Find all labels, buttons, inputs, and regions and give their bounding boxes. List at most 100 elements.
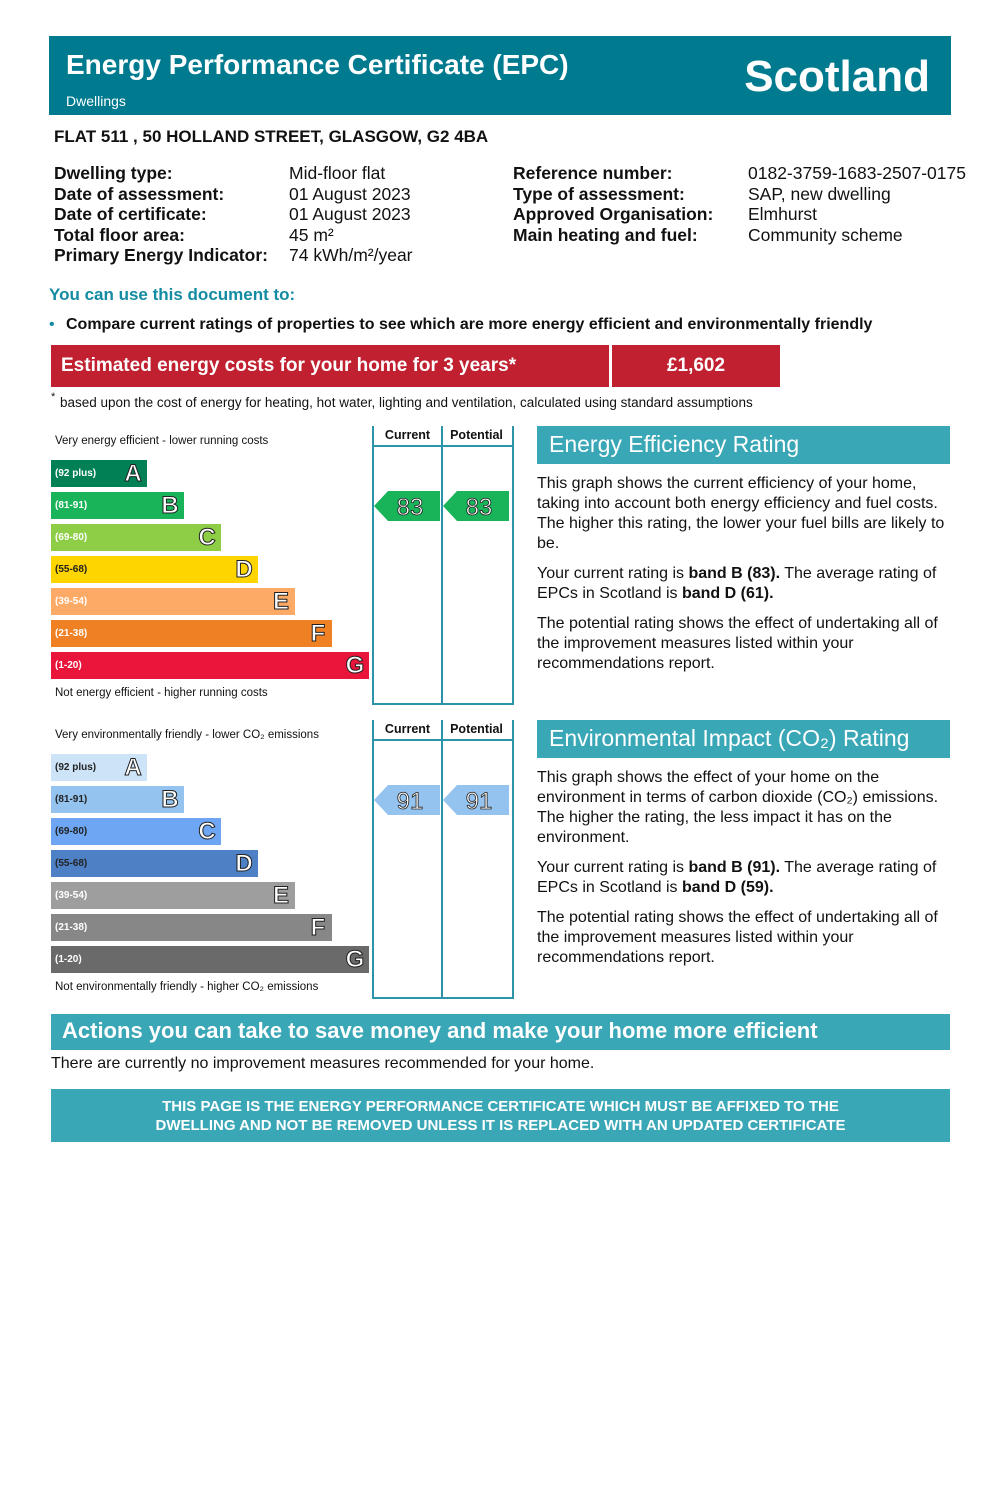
band-letter: A xyxy=(124,460,142,488)
paragraph: Your current rating is band B (83). The … xyxy=(537,564,947,604)
text-segment: The potential rating shows the effect of… xyxy=(537,909,938,966)
band-bar xyxy=(51,914,332,941)
footnote-mark: * xyxy=(51,391,56,403)
band-letter: C xyxy=(198,818,216,846)
use-heading: You can use this document to: xyxy=(49,285,296,304)
address: FLAT 511 , 50 HOLLAND STREET, GLASGOW, G… xyxy=(54,127,489,146)
column-header-line xyxy=(372,739,512,741)
side-heading: Environmental Impact (CO₂) Rating xyxy=(549,725,910,751)
paragraph: The potential rating shows the effect of… xyxy=(537,614,947,674)
paragraph: Your current rating is band B (91). The … xyxy=(537,858,947,898)
detail-value: 74 kWh/m²/year xyxy=(289,245,413,266)
side-heading-bar xyxy=(537,720,950,758)
detail-label: Primary Energy Indicator: xyxy=(54,245,268,266)
chart-top-label: Very environmentally friendly - lower CO… xyxy=(55,729,319,741)
text-segment: The average rating of EPCs in Scotland i… xyxy=(537,859,937,896)
chart-bottom-label: Not energy efficient - higher running co… xyxy=(55,687,268,699)
detail-label: Main heating and fuel: xyxy=(513,224,698,245)
band-range: (39-54) xyxy=(55,596,88,607)
text-segment: band D (59). xyxy=(681,879,774,896)
band-bar xyxy=(51,492,184,519)
rating-arrow: 83 xyxy=(374,491,440,521)
detail-label: Total floor area: xyxy=(54,224,185,245)
band-letter: A xyxy=(124,754,142,782)
band-bar xyxy=(51,556,258,583)
title: Energy Performance Certificate (EPC) xyxy=(66,49,569,80)
region: Scotland xyxy=(744,52,930,101)
rating-arrow: 83 xyxy=(443,491,509,521)
arrow-shape xyxy=(443,785,509,815)
footer-line: DWELLING AND NOT BE REMOVED UNLESS IT IS… xyxy=(155,1117,846,1134)
band-letter: G xyxy=(345,652,365,680)
band-bar xyxy=(51,652,369,679)
rating-value: 83 xyxy=(466,494,493,521)
column-divider xyxy=(441,426,443,703)
band-range: (55-68) xyxy=(55,564,88,575)
band-letter: D xyxy=(235,556,253,584)
text-segment: band B (91). xyxy=(688,859,781,876)
actions-text: There are currently no improvement measu… xyxy=(51,1055,595,1072)
detail-value: Elmhurst xyxy=(748,204,818,225)
detail-value: 45 m² xyxy=(289,224,334,245)
band-bar xyxy=(51,818,221,845)
band-bar xyxy=(51,588,295,615)
band-letter: G xyxy=(345,946,365,974)
band-letter: F xyxy=(310,620,326,648)
detail-value: 01 August 2023 xyxy=(289,204,411,225)
rating-value: 83 xyxy=(397,494,424,521)
arrow-shape xyxy=(374,491,440,521)
band-range: (55-68) xyxy=(55,858,88,869)
side-heading: Energy Efficiency Rating xyxy=(549,431,800,457)
col-current: Current xyxy=(384,722,431,736)
text-segment: band B (83). xyxy=(688,565,781,582)
rating-arrow: 91 xyxy=(443,785,509,815)
detail-label: Date of certificate: xyxy=(54,204,207,225)
band-bar xyxy=(51,524,221,551)
band-range: (1-20) xyxy=(55,660,82,671)
arrow-shape xyxy=(374,785,440,815)
detail-label: Type of assessment: xyxy=(513,183,685,204)
band-range: (21-38) xyxy=(55,922,88,933)
side-heading-bar xyxy=(537,426,950,464)
band-range: (92 plus) xyxy=(55,468,97,479)
chart-bottom-label: Not environmentally friendly - higher CO… xyxy=(55,981,319,993)
band-range: (39-54) xyxy=(55,890,88,901)
band-bar xyxy=(51,786,184,813)
detail-value: Mid-floor flat xyxy=(289,163,386,183)
detail-value: 01 August 2023 xyxy=(289,183,411,204)
column-header-line xyxy=(372,445,512,447)
band-bar xyxy=(51,882,295,909)
band-range: (69-80) xyxy=(55,532,88,543)
rating-value: 91 xyxy=(466,788,493,815)
band-letter: D xyxy=(235,850,253,878)
band-letter: C xyxy=(198,524,216,552)
detail-label: Dwelling type: xyxy=(54,163,173,183)
band-range: (81-91) xyxy=(55,500,88,511)
detail-value: Community scheme xyxy=(748,224,903,245)
text-segment: Your current rating is xyxy=(537,859,689,876)
paragraph: This graph shows the effect of your home… xyxy=(537,768,947,848)
text-segment: Your current rating is xyxy=(537,565,689,582)
band-letter: B xyxy=(161,786,179,814)
paragraph: The potential rating shows the effect of… xyxy=(537,908,947,968)
footer-bar xyxy=(51,1089,950,1142)
column-frame xyxy=(372,426,514,705)
detail-label: Reference number: xyxy=(513,163,673,183)
col-potential: Potential xyxy=(450,428,503,442)
footer-line: THIS PAGE IS THE ENERGY PERFORMANCE CERT… xyxy=(162,1098,839,1115)
band-bar xyxy=(51,946,369,973)
band-letter: B xyxy=(161,492,179,520)
detail-label: Date of assessment: xyxy=(54,183,225,204)
text-segment: This graph shows the effect of your home… xyxy=(537,769,939,846)
text-segment: The average rating of EPCs in Scotland i… xyxy=(537,565,937,602)
band-letter: E xyxy=(272,588,289,616)
band-letter: E xyxy=(272,882,289,910)
band-bar xyxy=(51,460,147,487)
col-current: Current xyxy=(384,428,431,442)
band-letter: F xyxy=(310,914,326,942)
column-frame xyxy=(372,720,514,999)
text-segment: This graph shows the current efficiency … xyxy=(537,475,945,552)
paragraph: This graph shows the current efficiency … xyxy=(537,474,947,554)
detail-value: SAP, new dwelling xyxy=(748,183,891,204)
